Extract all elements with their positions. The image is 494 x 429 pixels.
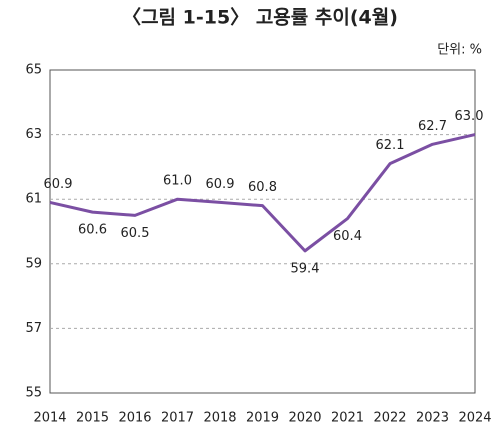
data-label: 60.4 [333, 229, 362, 244]
y-tick-label: 63 [25, 127, 42, 142]
data-label: 60.8 [248, 180, 277, 195]
plot-frame [49, 69, 476, 394]
data-line [49, 133, 476, 253]
y-tick-label: 65 [25, 63, 42, 78]
data-label: 60.6 [78, 223, 107, 238]
x-tick-label: 2015 [76, 411, 109, 426]
data-label: 62.1 [376, 138, 405, 153]
x-tick-label: 2020 [288, 411, 321, 426]
chart-title: 〈그림 1-15〉 고용률 추이(4월) [122, 6, 398, 29]
data-label: 60.5 [121, 226, 150, 241]
data-label: 60.9 [206, 177, 235, 192]
x-tick-label: 2018 [203, 411, 236, 426]
data-label: 62.7 [418, 119, 447, 134]
x-tick-label: 2022 [373, 411, 406, 426]
x-tick-label: 2014 [33, 411, 66, 426]
unit-label: 단위: % [437, 43, 482, 58]
y-tick-label: 57 [25, 321, 42, 336]
x-tick-label: 2019 [246, 411, 279, 426]
data-label: 59.4 [291, 261, 320, 276]
y-tick-label: 59 [25, 256, 42, 271]
data-label: 61.0 [163, 174, 192, 189]
x-tick-label: 2023 [416, 411, 449, 426]
x-tick-label: 2016 [118, 411, 151, 426]
x-tick-label: 2024 [458, 411, 491, 426]
x-tick-label: 2021 [331, 411, 364, 426]
y-tick-label: 61 [25, 192, 42, 207]
y-tick-label: 55 [25, 386, 42, 401]
data-label: 63.0 [455, 109, 484, 124]
data-label: 60.9 [44, 177, 73, 192]
x-tick-label: 2017 [161, 411, 194, 426]
